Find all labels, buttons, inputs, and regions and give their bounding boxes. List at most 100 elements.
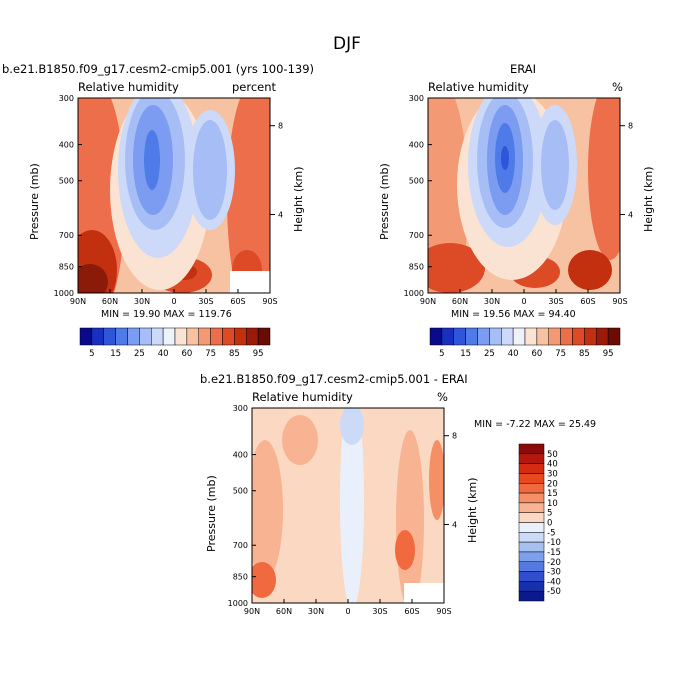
diff-ytick-label: 1000 [228, 599, 248, 608]
obs-case-title: ERAI [510, 62, 537, 76]
diff-colorbar-swatch [518, 551, 545, 562]
model-ytick-label: 850 [59, 263, 74, 272]
obs-ytick-label: 850 [409, 263, 424, 272]
obs-colorbar-swatch [607, 327, 621, 346]
obs-colorbar-swatch [453, 327, 466, 346]
obs-xtick-label: 30N [484, 297, 500, 306]
obs-xtick-label: 90S [612, 297, 627, 306]
model-colorbar-swatch [162, 327, 176, 346]
diff-xtick-label: 30N [308, 607, 324, 616]
diff-ytick-label: 300 [233, 404, 248, 413]
diff-ytick-right-label: 8 [452, 432, 457, 441]
model-ylabel-right: Height (km) [292, 166, 305, 232]
diff-units-label: % [437, 390, 448, 404]
diff-colorbar-label: 5 [547, 509, 552, 519]
model-colorbar-label: 85 [229, 349, 240, 359]
model-colorbar-label: 75 [205, 349, 216, 359]
obs-colorbar-swatch [524, 327, 538, 346]
obs-colorbar-swatch [489, 327, 502, 346]
model-colorbar-swatch [198, 327, 211, 346]
obs-colorbar-swatch [501, 327, 514, 346]
obs-units-label: % [612, 80, 623, 94]
model-colorbar-swatch [186, 327, 199, 346]
obs-colorbar-swatch [572, 327, 585, 346]
model-ytick-label: 1000 [54, 289, 74, 298]
model-xtick-label: 60N [102, 297, 118, 306]
model-ytick-right-label: 8 [278, 122, 283, 131]
model-colorbar-swatch [127, 327, 140, 346]
diff-contour-field [252, 408, 444, 603]
diff-colorbar-label: -5 [547, 528, 555, 538]
model-colorbar-label: 15 [110, 349, 121, 359]
diff-colorbar-swatch [518, 443, 545, 455]
model-variable-label: Relative humidity [78, 80, 179, 94]
diff-ylabel: Pressure (mb) [205, 475, 218, 552]
obs-colorbar-label: 85 [579, 349, 590, 359]
diff-xtick-label: 60S [404, 607, 419, 616]
diff-colorbar-label: -20 [547, 558, 561, 568]
model-ytick-label: 500 [59, 177, 74, 186]
obs-colorbar-swatch [477, 327, 490, 346]
diff-xtick-label: 30S [372, 607, 387, 616]
diff-colorbar-label: -30 [547, 568, 561, 578]
obs-ytick-label: 500 [409, 177, 424, 186]
model-colorbar-swatch [151, 327, 164, 346]
diff-colorbar-label: 30 [547, 469, 558, 479]
model-ytick-label: 300 [59, 94, 74, 103]
model-colorbar-swatch [246, 327, 259, 346]
figure-title: DJF [333, 34, 361, 54]
diff-colorbar-label: -10 [547, 538, 561, 548]
model-colorbar-swatch [234, 327, 247, 346]
obs-colorbar-label: 5 [439, 349, 444, 359]
model-ytick-label: 400 [59, 141, 74, 150]
obs-ytick-label: 300 [409, 94, 424, 103]
model-colorbar-label: 40 [158, 349, 169, 359]
diff-colorbar-swatch [518, 502, 545, 513]
obs-colorbar-swatch [441, 327, 454, 346]
model-ytick-right-label: 4 [278, 211, 283, 220]
obs-colorbar-label: 95 [603, 349, 614, 359]
model-colorbar-swatch [257, 327, 271, 346]
model-contour-field [78, 98, 270, 293]
obs-ytick-label: 1000 [404, 289, 424, 298]
diff-colorbar-swatch [518, 463, 545, 474]
obs-colorbar-swatch [429, 327, 443, 346]
model-xtick-label: 90N [70, 297, 86, 306]
obs-ytick-label: 400 [409, 141, 424, 150]
diff-colorbar-swatch [518, 590, 545, 602]
diff-colorbar-swatch [518, 453, 545, 464]
model-xtick-label: 90S [262, 297, 277, 306]
diff-colorbar-swatch [518, 473, 545, 484]
model-ylabel: Pressure (mb) [28, 163, 41, 240]
diff-xtick-label: 90N [244, 607, 260, 616]
model-colorbar-swatch [91, 327, 104, 346]
diff-colorbar-swatch [518, 581, 545, 592]
diff-colorbar-label: 0 [547, 519, 552, 529]
model-xtick-label: 60S [230, 297, 245, 306]
model-xtick-label: 0 [171, 297, 176, 306]
model-colorbar-swatch [79, 327, 93, 346]
obs-colorbar-swatch [584, 327, 597, 346]
obs-variable-label: Relative humidity [428, 80, 529, 94]
diff-colorbar-label: -15 [547, 548, 561, 558]
obs-colorbar-swatch [596, 327, 609, 346]
diff-ytick-right-label: 4 [452, 521, 457, 530]
obs-ylabel-right: Height (km) [642, 166, 655, 232]
obs-contour-field [428, 98, 620, 293]
diff-ytick-label: 400 [233, 451, 248, 460]
obs-stats: MIN = 19.56 MAX = 94.40 [451, 309, 576, 320]
diff-colorbar-label: -40 [547, 577, 561, 587]
diff-colorbar-swatch [518, 483, 545, 494]
obs-xtick-label: 90N [420, 297, 436, 306]
diff-colorbar-label: 40 [547, 460, 558, 470]
diff-xtick-label: 90S [436, 607, 451, 616]
diff-xtick-label: 60N [276, 607, 292, 616]
diff-ytick-label: 500 [233, 487, 248, 496]
model-colorbar-swatch [115, 327, 128, 346]
obs-colorbar-swatch [548, 327, 561, 346]
obs-colorbar-label: 40 [508, 349, 519, 359]
diff-colorbar-swatch [518, 512, 545, 523]
diff-colorbar-swatch [518, 571, 545, 582]
diff-variable-label: Relative humidity [252, 390, 353, 404]
